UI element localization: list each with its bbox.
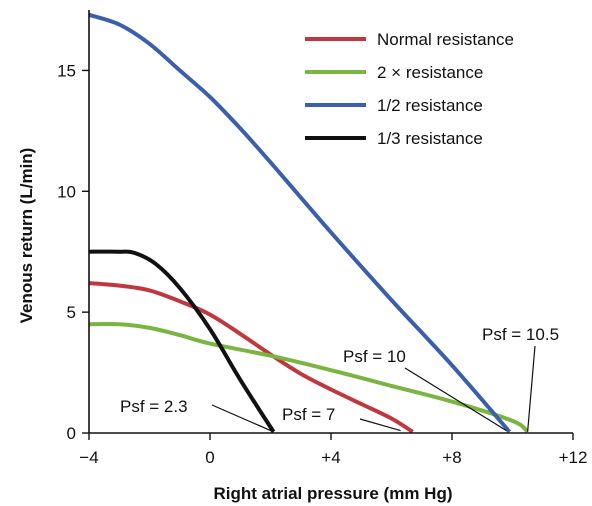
y-tick-label: 5 xyxy=(67,303,76,322)
annotation-leader-line xyxy=(404,367,507,432)
x-tick-label: 0 xyxy=(205,448,214,467)
x-ticks: −4 0 +4 +8 +12 xyxy=(79,433,587,467)
x-tick-label: −4 xyxy=(79,448,98,467)
series-line-1-2-resistance xyxy=(88,12,512,434)
annotation-label: Psf = 7 xyxy=(282,405,335,424)
y-tick-label: 10 xyxy=(57,182,76,201)
x-tick-label: +8 xyxy=(442,448,461,467)
annotation-leader-line xyxy=(527,345,536,432)
annotation-label: Psf = 2.3 xyxy=(120,397,188,416)
legend: Normal resistance 2 × resistance 1/2 resis… xyxy=(305,30,514,148)
annotations: Psf = 2.3 Psf = 7 Psf = 10 Psf = 10.5 xyxy=(120,325,559,433)
annotation-leader-line xyxy=(359,418,401,432)
x-axis-title: Right atrial pressure (mm Hg) xyxy=(214,484,453,503)
series-line-normal-resistance xyxy=(88,281,414,434)
y-axis-title: Venous return (L/min) xyxy=(17,148,36,324)
annotation-leader-line xyxy=(211,404,274,433)
x-tick-label: +4 xyxy=(321,448,340,467)
legend-label-2-resistance: 2 × resistance xyxy=(377,63,483,82)
legend-label-normal-resistance: Normal resistance xyxy=(377,30,514,49)
x-tick-label: +12 xyxy=(559,448,588,467)
legend-label-1-2-resistance: 1/2 resistance xyxy=(377,96,483,115)
y-tick-label: 0 xyxy=(67,424,76,443)
legend-label-1-3-resistance: 1/3 resistance xyxy=(377,129,483,148)
annotation-label: Psf = 10.5 xyxy=(482,325,559,344)
y-ticks: 0 5 10 15 xyxy=(57,61,89,443)
series-line-2-resistance xyxy=(88,321,529,434)
curve-layer xyxy=(88,12,529,434)
series-line-1-3-resistance xyxy=(88,249,276,433)
y-tick-label: 15 xyxy=(57,61,76,80)
annotation-label: Psf = 10 xyxy=(343,347,406,366)
